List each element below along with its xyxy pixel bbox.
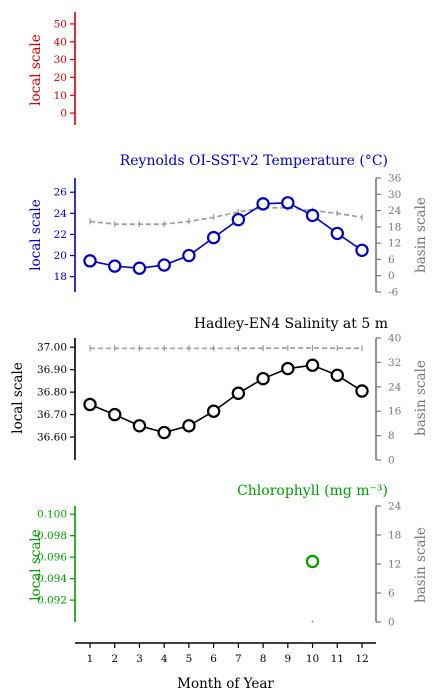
panel-3-local-marker: [157, 425, 171, 440]
x-tick-label: 1: [87, 653, 94, 665]
panel-2-local-axis-label: local scale: [28, 199, 44, 271]
panel-3-local-tick-label: 36.60: [37, 432, 67, 444]
panel-3-local-line: [89, 364, 363, 434]
panel-4-basin-tick-label: 18: [388, 530, 401, 542]
panel-2-local-marker: [157, 258, 171, 272]
panel-3-basin-tick-label: 16: [388, 406, 402, 418]
x-tick-label: 11: [331, 653, 344, 665]
panel-1-local-tick-label: 20: [54, 72, 67, 84]
panel-3-local-marker: [355, 384, 369, 398]
panel-3-local-marker: [206, 404, 221, 418]
panel-3-basin-tick-label: 24: [388, 381, 402, 393]
panel-2-local-marker: [281, 196, 295, 210]
panel-2-local-marker: [231, 212, 246, 227]
panel-3-local-marker: [132, 419, 147, 433]
x-tick-label: 4: [161, 653, 168, 665]
panel-3-local-marker: [256, 371, 270, 386]
panel-3-local-marker: [281, 361, 295, 376]
panel-2-local-tick-label: 26: [54, 187, 68, 199]
x-tick-label: 2: [111, 653, 118, 665]
panel-2-local-marker: [355, 243, 369, 257]
panel-2-basin-tick-label: 30: [388, 189, 401, 201]
panel-3-basin-tick-label: 32: [388, 357, 401, 369]
panel-3-title: Hadley-EN4 Salinity at 5 m: [194, 316, 388, 332]
panel-4-local-marker: [305, 554, 320, 569]
x-axis-label: Month of Year: [177, 676, 274, 692]
panel-3-local-marker: [108, 407, 122, 422]
panel-1-local-tick-label: 50: [54, 18, 67, 30]
panel-2-title: Reynolds OI-SST-v2 Temperature (°C): [120, 153, 388, 169]
panel-2-local-marker: [83, 254, 97, 268]
panel-2-local-marker: [305, 208, 320, 223]
panel-1-local-tick-label: 30: [54, 54, 67, 66]
panel-3-basin-axis-label: basin scale: [413, 360, 429, 436]
panel-3-local-tick-label: 36.70: [37, 409, 67, 421]
x-tick-label: 10: [306, 653, 319, 665]
panel-4-basin-tick-label: 12: [388, 559, 401, 571]
panel-2-local-marker: [256, 197, 270, 211]
panel-2-local-marker: [182, 248, 196, 263]
panel-2-basin-tick-label: -6: [388, 287, 399, 299]
panel-1-local-axis-label: local scale: [28, 34, 44, 106]
panel-2-basin-tick-label: 6: [388, 254, 395, 266]
x-tick-label: 8: [260, 653, 267, 665]
panel-2-basin-tick-label: 18: [388, 221, 401, 233]
panel-2-local-marker: [108, 259, 122, 273]
panel-3-local-marker: [330, 368, 344, 382]
panel-4-local-tick-label: 0.092: [37, 595, 67, 607]
x-tick-label: 3: [136, 653, 143, 665]
panel-1-local-tick-label: 40: [54, 36, 67, 48]
panel-4-local-tick-label: 0.094: [37, 573, 67, 585]
panel-4-basin-tick-label: 0: [388, 617, 395, 629]
panel-4-title: Chlorophyll (mg m⁻³): [237, 483, 388, 499]
panel-1-local-tick-label: 10: [54, 90, 67, 102]
panel-1-local-tick-label: 0: [60, 108, 67, 120]
panel-2-basin-tick-label: 0: [388, 270, 395, 282]
panel-3-local-marker: [83, 397, 97, 412]
panel-3-local-tick-label: 36.90: [37, 364, 67, 376]
panel-3-local-tick-label: 37.00: [37, 342, 67, 354]
panel-4-local-axis-label: local scale: [28, 529, 44, 601]
panel-2-basin-axis-label: basin scale: [413, 197, 429, 273]
x-tick-label: 9: [284, 653, 291, 665]
panel-4-basin-tick-label: 6: [388, 588, 395, 600]
panel-3-basin-tick-label: 40: [388, 333, 401, 345]
x-tick-label: 5: [186, 653, 193, 665]
panel-4-basin-tick-label: 24: [388, 501, 402, 513]
panel-3-local-marker: [305, 358, 320, 372]
panel-3-local-tick-label: 36.80: [37, 387, 67, 399]
panel-4-local-tick-label: 0.098: [37, 530, 67, 542]
panel-3-local-marker: [231, 386, 246, 400]
panel-2-local-tick-label: 24: [54, 208, 68, 220]
panel-4-basin-marker: [311, 620, 314, 623]
panel-2-basin-tick-label: 24: [388, 205, 402, 217]
panel-4-basin-axis-label: basin scale: [413, 527, 429, 603]
panel-2-local-marker: [132, 261, 147, 275]
panel-4-local-tick-label: 0.100: [37, 509, 67, 521]
panel-2-local-line: [89, 201, 363, 270]
panel-3-local-marker: [182, 419, 196, 433]
panel-2-local-tick-label: 22: [54, 229, 67, 241]
panel-2-basin-tick-label: 12: [388, 238, 401, 250]
x-tick-label: 7: [235, 653, 242, 665]
panel-2-local-tick-label: 18: [54, 271, 67, 283]
panel-3-local-axis-label: local scale: [10, 362, 26, 434]
panel-2-basin-tick-label: 36: [388, 173, 402, 185]
panel-2-local-marker: [206, 230, 221, 245]
panel-3-basin-tick-label: 0: [388, 455, 395, 467]
panel-3-basin-tick-label: 8: [388, 430, 395, 442]
panel-4-local-tick-label: 0.096: [37, 552, 67, 564]
x-tick-label: 6: [210, 653, 217, 665]
panel-2-local-tick-label: 20: [54, 250, 67, 262]
x-tick-label: 12: [355, 653, 368, 665]
panel-2-local-marker: [330, 226, 344, 241]
